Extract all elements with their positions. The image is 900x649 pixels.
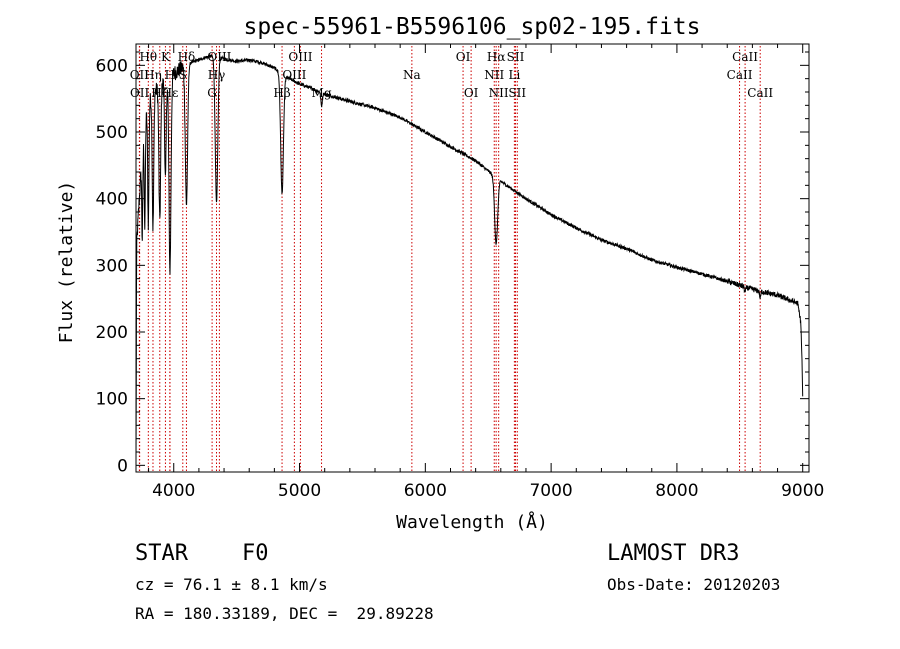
line-label: OII bbox=[130, 86, 150, 100]
line-label: Hη bbox=[144, 68, 162, 82]
y-tick-label: 100 bbox=[96, 390, 128, 410]
line-label: OIII bbox=[288, 50, 312, 64]
line-label: NII bbox=[489, 86, 509, 100]
x-axis: 4000 5000 6000 7000 8000 9000 bbox=[148, 44, 824, 501]
line-label: K bbox=[161, 50, 171, 64]
line-label: Hβ bbox=[273, 86, 290, 100]
line-label: Hθ bbox=[139, 50, 157, 64]
line-label: OI bbox=[464, 86, 479, 100]
y-tick-label: 0 bbox=[117, 456, 128, 476]
line-label: H bbox=[165, 68, 175, 82]
y-axis-label: Flux (relative) bbox=[56, 181, 77, 344]
x-tick-label: 8000 bbox=[655, 481, 698, 501]
line-label: Hγ bbox=[208, 68, 226, 82]
y-tick-label: 600 bbox=[96, 56, 128, 76]
chart-title: spec-55961-B5596106_sp02-195.fits bbox=[244, 14, 701, 40]
line-label: Hε bbox=[162, 86, 179, 100]
line-label: Li bbox=[508, 68, 520, 82]
line-markers bbox=[138, 46, 761, 472]
x-tick-label: 9000 bbox=[781, 481, 824, 501]
line-label: SII bbox=[507, 50, 525, 64]
redshift-text: cz = 76.1 ± 8.1 km/s bbox=[135, 575, 328, 594]
obs-date-text: Obs-Date: 20120203 bbox=[607, 575, 781, 594]
coordinates-text: RA = 180.33189, DEC = 29.89228 bbox=[135, 604, 434, 623]
plot-frame bbox=[135, 43, 810, 473]
x-tick-label: 5000 bbox=[278, 481, 321, 501]
x-tick-label: 6000 bbox=[404, 481, 447, 501]
line-label: CaII bbox=[747, 86, 773, 100]
y-tick-label: 500 bbox=[96, 123, 128, 143]
line-label: Hδ bbox=[178, 50, 196, 64]
x-tick-label: 4000 bbox=[152, 481, 195, 501]
line-label: Na bbox=[403, 68, 421, 82]
y-tick-label: 200 bbox=[96, 323, 128, 343]
survey-name: LAMOST DR3 bbox=[607, 541, 740, 566]
object-subclass: F0 bbox=[242, 541, 269, 566]
line-label: Hα bbox=[487, 50, 506, 64]
line-label: SII bbox=[508, 86, 526, 100]
line-label: NII bbox=[484, 68, 504, 82]
y-tick-label: 300 bbox=[96, 256, 128, 276]
line-label: Mg bbox=[312, 86, 332, 100]
y-axis: 0 100 200 300 400 500 600 bbox=[96, 51, 809, 476]
y-tick-label: 400 bbox=[96, 190, 128, 210]
line-label: OI bbox=[456, 50, 471, 64]
line-label: CaII bbox=[727, 68, 753, 82]
x-axis-label: Wavelength (Å) bbox=[396, 511, 548, 533]
line-label: G bbox=[207, 86, 217, 100]
line-label: OII bbox=[130, 68, 150, 82]
x-tick-label: 7000 bbox=[529, 481, 572, 501]
line-label: S bbox=[179, 68, 187, 82]
line-label: CaII bbox=[732, 50, 758, 64]
object-class: STAR bbox=[135, 541, 188, 566]
spectrum-line bbox=[135, 52, 804, 460]
